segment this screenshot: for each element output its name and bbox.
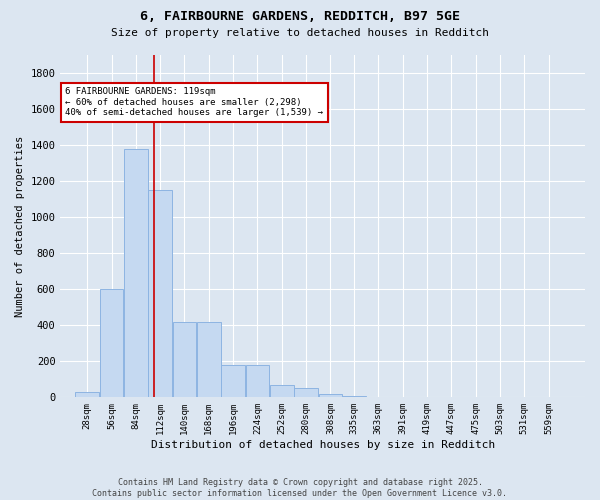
Y-axis label: Number of detached properties: Number of detached properties bbox=[15, 136, 25, 317]
X-axis label: Distribution of detached houses by size in Redditch: Distribution of detached houses by size … bbox=[151, 440, 495, 450]
Text: 6, FAIRBOURNE GARDENS, REDDITCH, B97 5GE: 6, FAIRBOURNE GARDENS, REDDITCH, B97 5GE bbox=[140, 10, 460, 23]
Text: Size of property relative to detached houses in Redditch: Size of property relative to detached ho… bbox=[111, 28, 489, 38]
Bar bbox=[100, 289, 124, 398]
Text: 6 FAIRBOURNE GARDENS: 119sqm
← 60% of detached houses are smaller (2,298)
40% of: 6 FAIRBOURNE GARDENS: 119sqm ← 60% of de… bbox=[65, 88, 323, 117]
Text: Contains HM Land Registry data © Crown copyright and database right 2025.
Contai: Contains HM Land Registry data © Crown c… bbox=[92, 478, 508, 498]
Bar bbox=[76, 392, 99, 398]
Bar bbox=[245, 365, 269, 398]
Bar bbox=[124, 148, 148, 398]
Bar bbox=[221, 365, 245, 398]
Bar bbox=[197, 322, 221, 398]
Bar bbox=[270, 384, 293, 398]
Bar bbox=[295, 388, 318, 398]
Bar bbox=[342, 396, 365, 398]
Bar bbox=[148, 190, 172, 398]
Bar bbox=[173, 322, 196, 398]
Bar bbox=[319, 394, 342, 398]
